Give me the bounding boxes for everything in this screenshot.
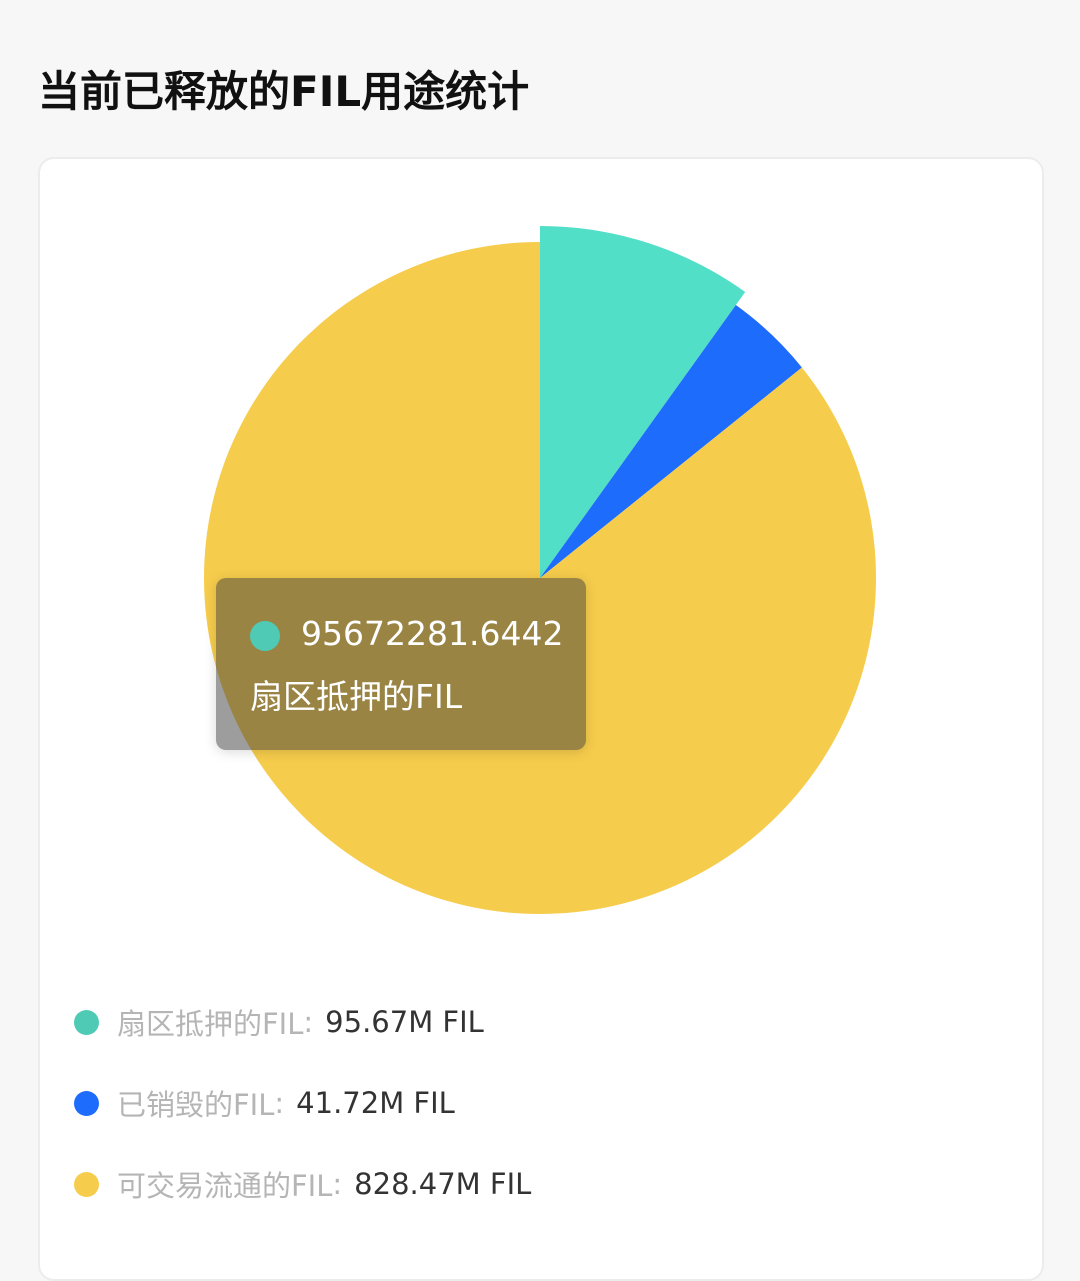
legend-item-circulating[interactable]: 可交易流通的FIL: 828.47M FIL — [74, 1162, 531, 1206]
legend-label: 扇区抵押的FIL — [117, 1007, 304, 1041]
tooltip-color-dot — [250, 621, 280, 651]
pie-slice-1[interactable] — [540, 305, 802, 578]
legend-dot — [74, 1009, 99, 1035]
legend-item-sector-pledge[interactable]: 扇区抵押的FIL: 95.67M FIL — [74, 1000, 484, 1044]
legend-dot — [74, 1171, 99, 1197]
legend-dot — [74, 1090, 99, 1116]
tooltip-value: 95672281.6442 — [301, 614, 564, 653]
tooltip-series-name: 扇区抵押的FIL — [250, 677, 463, 716]
legend-label: 已销毁的FIL — [117, 1088, 275, 1122]
legend-label: 可交易流通的FIL — [117, 1169, 333, 1203]
pie-chart — [203, 226, 876, 914]
legend-value: 95.67M FIL — [325, 1005, 484, 1039]
legend-item-burned[interactable]: 已销毁的FIL: 41.72M FIL — [74, 1081, 455, 1125]
legend-value: 828.47M FIL — [354, 1167, 532, 1201]
chart-tooltip: 95672281.6442 扇区抵押的FIL — [216, 578, 586, 750]
pie-slice-0[interactable] — [540, 226, 746, 578]
page-title: 当前已释放的FIL用途统计 — [38, 67, 530, 116]
legend-value: 41.72M FIL — [296, 1086, 455, 1120]
